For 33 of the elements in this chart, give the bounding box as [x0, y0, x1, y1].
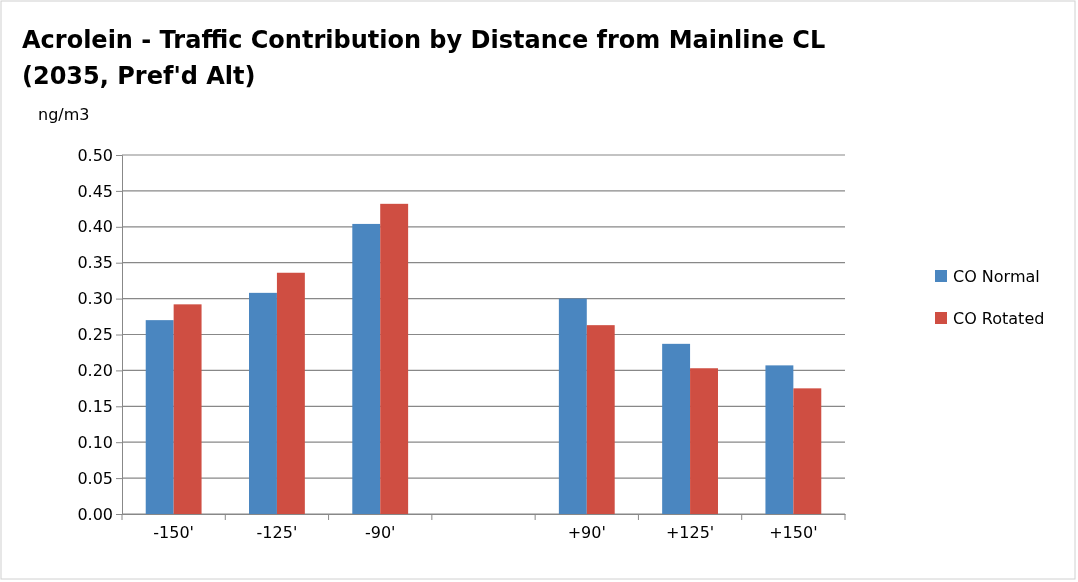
bar [586, 325, 615, 514]
x-tick-label: +125' [665, 522, 715, 542]
bar [249, 292, 277, 514]
bar [765, 365, 794, 514]
y-tick-label: 0.50 [77, 145, 113, 165]
bar [662, 343, 691, 514]
bar [558, 298, 587, 514]
y-tick-label: 0.40 [77, 217, 113, 237]
y-tick-label: 0.25 [77, 325, 113, 345]
y-tick-label: 0.35 [77, 253, 113, 273]
bar [380, 203, 409, 514]
y-tick-label: 0.30 [77, 289, 113, 309]
y-tick-label: 0.10 [77, 432, 113, 452]
bar [145, 320, 174, 514]
y-tick-label: 0.00 [77, 504, 113, 524]
y-tick-label: 0.20 [77, 361, 113, 381]
bar [352, 223, 381, 514]
bar [690, 368, 718, 514]
bar [793, 388, 822, 514]
x-tick-label: -125' [256, 522, 298, 542]
x-tick-label: +90' [567, 522, 606, 542]
x-tick-label: -150' [153, 522, 194, 542]
x-tick-label: +150' [769, 522, 818, 542]
y-tick-label: 0.45 [77, 181, 113, 201]
legend-label: CO Normal [953, 267, 1040, 286]
y-tick-label: 0.05 [77, 468, 113, 488]
chart-title: Acrolein - Traffic Contribution by Distance from Mainline CL (2035, Pref'd Alt) [22, 26, 826, 90]
y-tick-label: 0.15 [77, 396, 113, 416]
bar [173, 304, 202, 514]
legend-label: CO Rotated [953, 309, 1045, 328]
y-axis-title: ng/m3 [38, 105, 90, 124]
bar [276, 272, 305, 514]
x-tick-label: -90' [364, 522, 396, 542]
